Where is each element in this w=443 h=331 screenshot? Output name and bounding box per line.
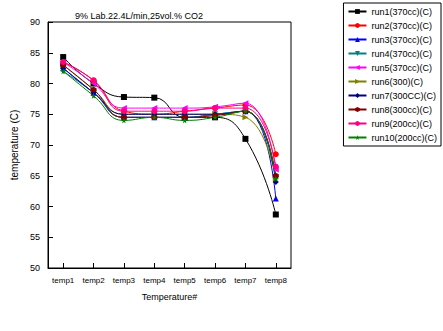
svg-text:temperature (C): temperature (C) xyxy=(9,110,20,181)
svg-text:90: 90 xyxy=(30,17,40,27)
svg-text:85: 85 xyxy=(30,48,40,58)
svg-text:run10(200cc)(C): run10(200cc)(C) xyxy=(371,133,437,143)
svg-text:temp4: temp4 xyxy=(143,276,166,285)
svg-text:65: 65 xyxy=(30,171,40,181)
svg-text:9% Lab.22.4L/min,25vol.% CO2: 9% Lab.22.4L/min,25vol.% CO2 xyxy=(75,11,203,21)
svg-text:temp8: temp8 xyxy=(265,276,288,285)
svg-text:temp3: temp3 xyxy=(113,276,136,285)
svg-text:run3(370cc)(C): run3(370cc)(C) xyxy=(371,35,432,45)
svg-text:75: 75 xyxy=(30,109,40,119)
svg-text:Temperature#: Temperature# xyxy=(142,292,198,302)
svg-text:70: 70 xyxy=(30,140,40,150)
svg-text:55: 55 xyxy=(30,232,40,242)
svg-text:run7(300CC)(C): run7(300CC)(C) xyxy=(371,91,436,101)
svg-text:50: 50 xyxy=(30,263,40,273)
svg-text:run9(200cc)(C): run9(200cc)(C) xyxy=(371,119,432,129)
svg-text:temp6: temp6 xyxy=(204,276,227,285)
svg-text:run5(370cc)(C): run5(370cc)(C) xyxy=(371,63,432,73)
svg-text:run4(370cc)(C): run4(370cc)(C) xyxy=(371,49,432,59)
svg-text:temp7: temp7 xyxy=(234,276,257,285)
svg-text:run6(300)(C): run6(300)(C) xyxy=(371,77,423,87)
svg-text:run1(370cc)(C): run1(370cc)(C) xyxy=(371,7,432,17)
svg-text:temp1: temp1 xyxy=(52,276,75,285)
svg-text:temp2: temp2 xyxy=(82,276,105,285)
svg-text:run2(370cc)(C): run2(370cc)(C) xyxy=(371,21,432,31)
svg-text:temp5: temp5 xyxy=(174,276,197,285)
svg-text:run8(300cc)(C): run8(300cc)(C) xyxy=(371,105,432,115)
svg-text:60: 60 xyxy=(30,202,40,212)
svg-text:80: 80 xyxy=(30,79,40,89)
